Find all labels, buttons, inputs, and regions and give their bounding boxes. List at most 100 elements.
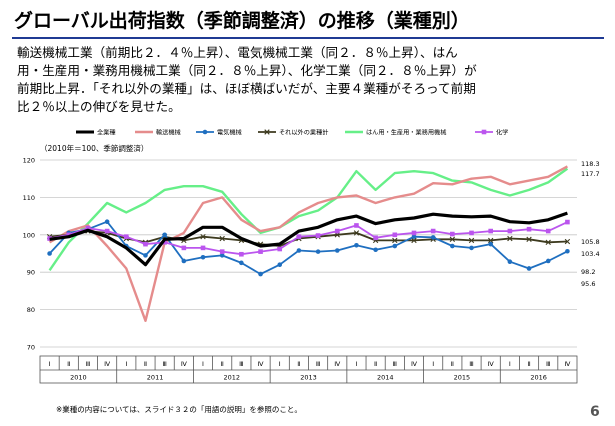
data-point bbox=[85, 225, 91, 231]
data-point bbox=[488, 241, 493, 247]
data-point bbox=[219, 235, 225, 242]
data-point bbox=[181, 258, 187, 264]
data-point bbox=[526, 226, 532, 232]
x-year-label: 2016 bbox=[530, 374, 547, 382]
data-point bbox=[526, 266, 532, 271]
data-point bbox=[277, 246, 283, 252]
data-point bbox=[277, 262, 283, 268]
x-tick-label: Ⅲ bbox=[393, 360, 397, 368]
data-point bbox=[258, 249, 263, 254]
x-year-label: 2013 bbox=[300, 374, 317, 382]
data-point bbox=[239, 251, 244, 257]
data-point bbox=[354, 223, 359, 228]
data-point bbox=[449, 236, 456, 242]
data-point bbox=[392, 243, 398, 249]
data-point bbox=[200, 245, 206, 251]
series-line bbox=[49, 221, 568, 256]
summary-text: 輸送機械工業（前期比２．４％上昇）、電気機械工業（同２．８％上昇）、はん 用・生… bbox=[17, 44, 607, 116]
data-point bbox=[104, 228, 110, 234]
data-point bbox=[354, 242, 359, 248]
end-value-label: 118.3 bbox=[581, 160, 600, 168]
x-tick-label: Ⅱ bbox=[527, 360, 530, 368]
unit-note: （2010年＝100、季節調整済） bbox=[40, 143, 148, 153]
data-point bbox=[104, 219, 110, 225]
data-point bbox=[258, 271, 263, 277]
data-point bbox=[162, 239, 167, 245]
data-point bbox=[47, 251, 52, 256]
end-value-label: 117.7 bbox=[581, 170, 600, 178]
title-divider bbox=[12, 37, 604, 39]
x-tick-label: Ⅳ bbox=[258, 360, 264, 368]
data-point bbox=[450, 231, 455, 237]
legend-marker bbox=[202, 129, 208, 135]
data-point bbox=[545, 228, 551, 234]
x-tick-label: Ⅱ bbox=[144, 360, 147, 368]
data-point bbox=[124, 234, 129, 239]
x-year-label: 2015 bbox=[454, 374, 471, 382]
data-point bbox=[411, 234, 417, 239]
x-tick-label: Ⅲ bbox=[546, 360, 550, 368]
data-point bbox=[162, 232, 167, 238]
legend-marker bbox=[264, 129, 270, 135]
x-tick-label: Ⅰ bbox=[279, 360, 281, 368]
data-point bbox=[239, 260, 244, 266]
series-line bbox=[49, 211, 568, 267]
legend-label: それ以外の業種計 bbox=[279, 129, 329, 137]
data-point bbox=[200, 233, 206, 240]
x-tick-label: Ⅱ bbox=[297, 360, 300, 368]
legend-label: はん用・生産用・業務用機械 bbox=[366, 129, 446, 137]
x-tick-label: Ⅳ bbox=[181, 360, 187, 368]
data-point bbox=[219, 253, 225, 258]
data-point bbox=[507, 259, 513, 265]
summary-line: 用・生産用・業務用機械工業（同２．８％上昇）、化学工業（同２．８％上昇）が bbox=[17, 63, 477, 78]
summary-line: 比２％以上の伸びを見せた。 bbox=[17, 99, 181, 114]
x-year-label: 2014 bbox=[377, 374, 394, 382]
page-title: グローバル出荷指数（季節調整済）の推移（業種別） bbox=[14, 10, 470, 32]
x-year-label: 2012 bbox=[224, 374, 241, 382]
data-point bbox=[545, 239, 551, 245]
x-tick-label: Ⅱ bbox=[374, 360, 377, 368]
data-point bbox=[564, 238, 571, 245]
x-tick-label: Ⅰ bbox=[125, 360, 127, 368]
x-tick-label: Ⅰ bbox=[432, 360, 434, 368]
x-tick-label: Ⅳ bbox=[411, 360, 417, 368]
footnote: ※業種の内容については、スライド３２の「用語の説明」を参照のこと。 bbox=[56, 405, 302, 414]
x-tick-label: Ⅳ bbox=[488, 360, 494, 368]
data-point bbox=[143, 241, 148, 247]
data-point bbox=[488, 228, 493, 234]
data-point bbox=[296, 248, 302, 253]
data-point bbox=[392, 237, 398, 244]
y-tick-label: 120 bbox=[23, 157, 35, 165]
series-line bbox=[48, 165, 568, 322]
x-tick-label: Ⅱ bbox=[451, 360, 454, 368]
data-point bbox=[334, 228, 340, 234]
data-point bbox=[353, 230, 360, 236]
legend-label: 電気機械 bbox=[217, 129, 242, 137]
data-point bbox=[373, 247, 378, 253]
data-point bbox=[200, 254, 206, 260]
legend-label: 輸送機械 bbox=[156, 129, 181, 137]
data-point bbox=[450, 243, 455, 249]
data-point bbox=[315, 233, 321, 238]
data-point bbox=[430, 235, 436, 240]
x-tick-label: Ⅰ bbox=[202, 360, 204, 368]
data-point bbox=[565, 219, 570, 225]
data-point bbox=[315, 249, 321, 254]
x-year-label: 2010 bbox=[70, 374, 87, 382]
summary-line: 前期比上昇．「それ以外の業種」は、ほぼ横ばいだが、主要４業種がそろって前期 bbox=[17, 81, 476, 96]
data-point bbox=[143, 253, 148, 258]
end-value-label: 103.4 bbox=[581, 250, 600, 258]
legend-marker bbox=[481, 129, 487, 135]
end-value-label: 95.6 bbox=[581, 280, 595, 288]
data-point bbox=[334, 248, 340, 253]
end-value-label: 98.2 bbox=[581, 268, 595, 276]
data-point bbox=[181, 245, 187, 251]
data-point bbox=[507, 235, 513, 242]
data-point bbox=[411, 230, 417, 236]
data-point bbox=[219, 249, 225, 254]
data-point bbox=[469, 245, 474, 251]
x-tick-label: Ⅳ bbox=[104, 360, 110, 368]
y-tick-label: 110 bbox=[23, 194, 35, 202]
data-point bbox=[430, 228, 436, 234]
x-year-label: 2011 bbox=[147, 374, 164, 382]
